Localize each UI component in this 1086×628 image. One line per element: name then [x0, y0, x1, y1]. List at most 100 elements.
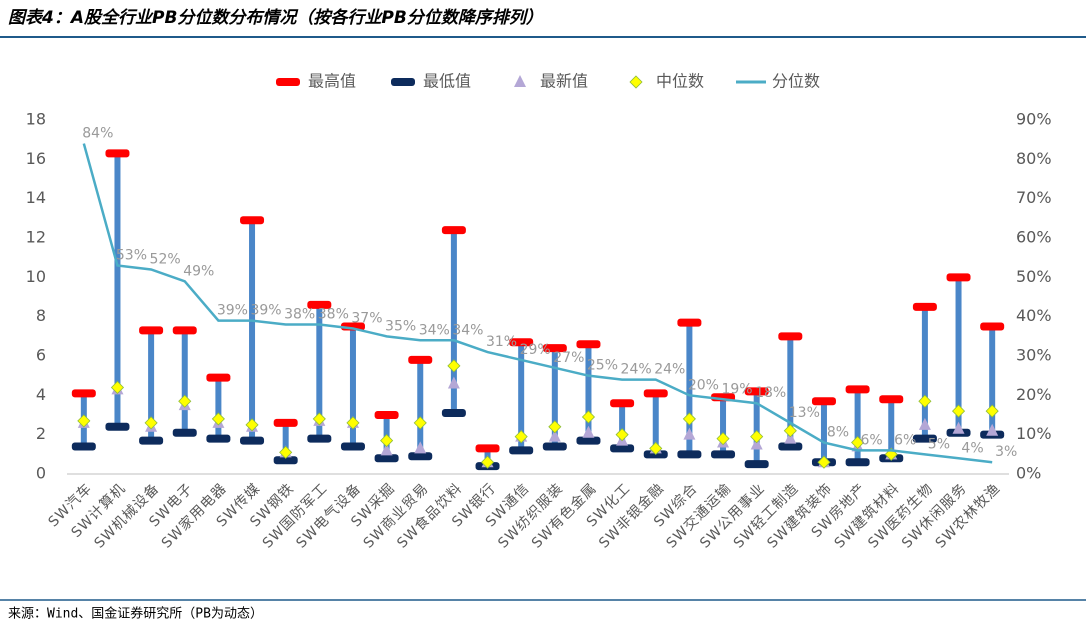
high-marker: [576, 340, 601, 349]
range-bar: [417, 359, 424, 457]
y2-tick-label: 50%: [1016, 267, 1052, 286]
percentile-label: 27%: [553, 350, 584, 366]
legend-label: 中位数: [656, 72, 704, 91]
y2-tick-label: 80%: [1016, 149, 1052, 168]
median-marker: [783, 424, 797, 438]
latest-marker: [952, 421, 965, 434]
range-bar: [720, 397, 727, 455]
y2-tick-label: 60%: [1016, 228, 1052, 247]
high-marker: [912, 302, 937, 311]
median-marker: [380, 434, 394, 448]
median-marker: [211, 412, 225, 426]
low-marker: [273, 456, 298, 465]
percentile-label: 24%: [621, 362, 652, 378]
high-marker: [139, 326, 164, 335]
high-marker: [643, 389, 668, 398]
low-marker: [576, 436, 601, 445]
high-marker: [845, 385, 870, 394]
legend-label: 最新值: [540, 72, 588, 91]
high-marker: [677, 318, 702, 327]
low-marker: [677, 450, 702, 459]
high-marker: [408, 355, 433, 364]
high-marker: [542, 344, 567, 353]
percentile-label: 29%: [520, 342, 551, 358]
high-marker: [610, 399, 635, 408]
median-marker: [581, 410, 596, 424]
y-tick-label: 8: [36, 306, 46, 325]
y-tick-label: 0: [36, 464, 46, 483]
range-bar: [888, 399, 895, 459]
percentile-label: 52%: [150, 251, 181, 267]
median-marker: [312, 412, 326, 426]
low-marker: [172, 428, 197, 437]
high-marker: [307, 300, 332, 309]
median-marker: [851, 435, 865, 450]
range-bar: [349, 326, 356, 447]
range-bar: [820, 401, 827, 463]
percentile-label: 19%: [721, 381, 752, 397]
latest-marker: [683, 427, 696, 440]
median-marker: [615, 428, 629, 442]
low-marker: [845, 458, 870, 467]
range-bar: [955, 277, 962, 433]
y-tick-label: 10: [26, 267, 46, 286]
percentile-label: 31%: [486, 334, 517, 350]
range-bar: [518, 342, 525, 451]
latest-marker: [548, 429, 561, 442]
low-marker: [240, 436, 265, 445]
median-marker: [817, 455, 831, 469]
percentile-line: [82, 143, 993, 464]
latest-marker: [514, 75, 526, 87]
low-marker: [441, 409, 466, 418]
latest-marker: [582, 425, 595, 438]
low-marker: [374, 454, 399, 463]
high-marker: [879, 395, 904, 404]
percentile-label: 84%: [82, 126, 113, 142]
high-marker: [374, 411, 399, 419]
percentile-label: 38%: [318, 307, 349, 323]
low-marker: [610, 444, 635, 453]
median-marker: [918, 394, 932, 408]
range-bar: [316, 304, 323, 439]
range-bar: [686, 322, 693, 455]
percentile-label: 53%: [116, 248, 147, 264]
low-marker: [408, 452, 433, 461]
range-bar: [551, 348, 558, 447]
percentile-label: 13%: [789, 405, 820, 421]
median-marker: [985, 404, 999, 418]
legend-label: 最高值: [308, 72, 356, 91]
y2-tick-label: 40%: [1016, 306, 1052, 325]
range-bar: [854, 389, 861, 463]
range-bar: [989, 326, 996, 435]
percentile-label: 6%: [860, 432, 882, 448]
percentile-label: 38%: [284, 307, 315, 323]
percentile-label: 3%: [995, 444, 1017, 460]
y-tick-label: 18: [26, 110, 46, 129]
range-bar: [114, 153, 121, 427]
percentile-label: 20%: [688, 377, 719, 393]
latest-marker: [986, 423, 999, 436]
low-marker: [206, 434, 231, 443]
high-marker: [475, 444, 500, 453]
range-bar: [215, 377, 222, 439]
y-tick-label: 4: [36, 385, 46, 404]
y2-tick-label: 20%: [1016, 385, 1052, 404]
median-marker: [178, 394, 192, 408]
median-marker: [514, 430, 528, 444]
percentile-label: 39%: [250, 303, 281, 319]
median-marker: [548, 420, 562, 434]
low-marker: [509, 446, 534, 455]
low-marker: [105, 422, 130, 431]
median-marker: [144, 416, 158, 430]
percentile-label: 39%: [217, 303, 248, 319]
high-marker: [105, 149, 130, 158]
y-tick-label: 6: [36, 346, 46, 365]
median-marker: [346, 416, 360, 430]
percentile-label: 37%: [351, 310, 382, 326]
range-bar: [148, 330, 155, 441]
percentile-label: 5%: [928, 436, 950, 452]
range-bar: [585, 344, 592, 441]
median-marker: [279, 445, 293, 459]
low-marker: [391, 78, 415, 86]
percentile-label: 34%: [419, 322, 450, 338]
